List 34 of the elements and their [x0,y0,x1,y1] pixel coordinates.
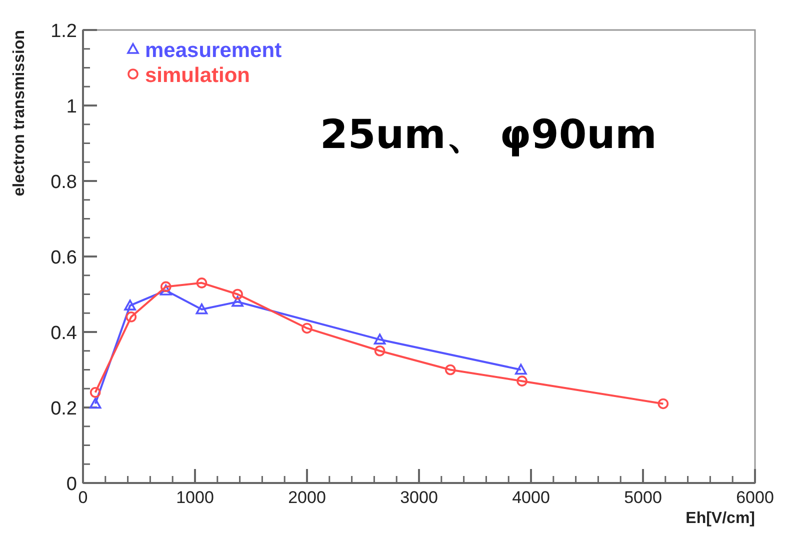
point [160,281,172,292]
point [374,334,386,344]
point [374,345,386,356]
point [444,364,456,376]
x-tick-label: 3000 [400,488,438,507]
legend-label: simulation [145,64,250,87]
legend-label: measurement [145,39,282,62]
point [516,376,528,386]
point [515,364,527,375]
y-axis-title: electron transmission [11,30,28,196]
x-tick-label: 2000 [288,488,326,507]
point [232,288,243,300]
point [160,284,172,296]
x-tick-label: 6000 [736,488,774,507]
point [124,300,136,310]
x-axis-title: Eh[V/cm] [686,510,755,527]
y-tick-label: 1 [66,96,77,118]
point [196,303,208,314]
x-tick-label: 1000 [176,488,214,507]
y-tick-label: 0.6 [50,248,77,268]
y-tick-label: 0.2 [50,398,77,420]
y-tick-label: 0.8 [50,172,77,193]
y-tick-label: 0.4 [50,323,78,344]
y-tick-label: 1.2 [50,21,77,42]
point [89,398,102,409]
point [196,278,208,288]
x-tick-label: 5000 [624,488,662,507]
point [302,322,312,334]
point [658,398,669,410]
x-tick-label: 4000 [512,488,550,507]
point [126,312,137,322]
annotation: 25um、 φ90um [320,112,657,158]
point [90,387,101,398]
point [232,296,244,307]
